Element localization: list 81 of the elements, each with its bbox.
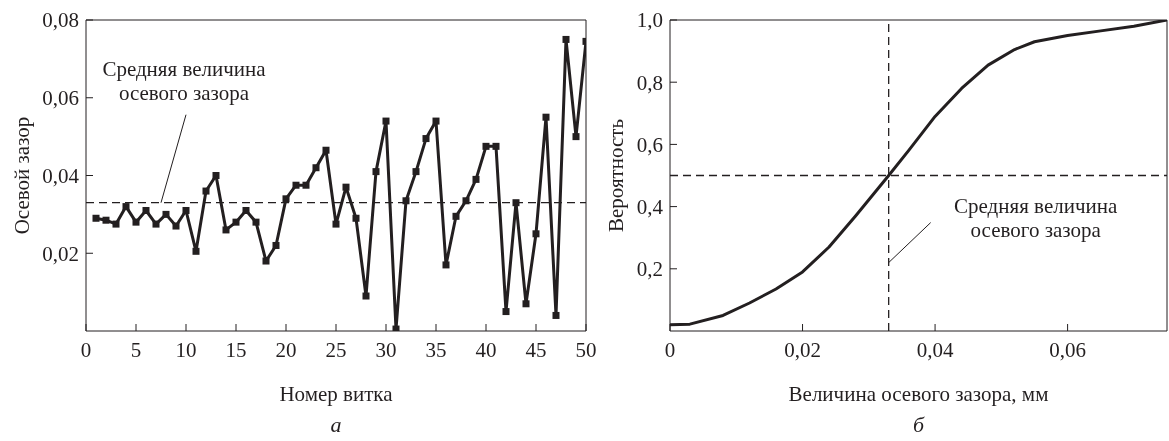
point — [272, 241, 280, 249]
x-tick-label: 20 — [275, 337, 297, 362]
point — [242, 206, 250, 214]
point — [212, 172, 220, 179]
point — [342, 183, 350, 191]
x-tick-label: 0,02 — [784, 337, 821, 362]
text: а — [330, 412, 342, 437]
point — [362, 292, 370, 300]
point — [222, 226, 230, 234]
point — [522, 300, 530, 308]
text: б — [912, 412, 925, 437]
point — [162, 210, 170, 218]
point — [312, 164, 320, 172]
x-axis-title: Величина осевого зазора, мм — [788, 382, 1049, 406]
point — [392, 325, 400, 331]
point — [292, 181, 300, 189]
point — [182, 206, 190, 214]
point — [192, 247, 200, 255]
point — [302, 181, 310, 189]
y-tick-label: 0,06 — [42, 86, 79, 111]
point — [532, 230, 540, 238]
point — [252, 218, 260, 226]
point — [572, 133, 580, 141]
y-tick-label: 0,8 — [636, 70, 663, 95]
x-tick-label: 50 — [575, 337, 597, 362]
annotation: Средняя величина осевого зазора — [954, 193, 1118, 242]
y-tick-label: 0,4 — [636, 195, 664, 220]
x-tick-label: 5 — [130, 337, 142, 362]
point — [382, 117, 390, 125]
x-tick-label: 35 — [425, 337, 447, 362]
x-tick-label: 0,06 — [1049, 337, 1086, 362]
x-tick-label: 45 — [525, 337, 547, 362]
y-tick-label: 1,0 — [636, 8, 663, 33]
point — [132, 218, 140, 226]
point — [202, 187, 210, 195]
y-axis-title: Осевой зазор — [10, 116, 34, 235]
y-tick-label: 0,2 — [636, 257, 663, 282]
point — [432, 117, 440, 125]
point — [542, 113, 550, 121]
point — [282, 195, 290, 203]
x-tick-label: 25 — [325, 337, 347, 362]
point — [102, 216, 110, 224]
point — [152, 220, 160, 228]
point — [472, 175, 480, 183]
x-tick-label: 15 — [225, 337, 247, 362]
x-tick-label: 0 — [664, 337, 676, 362]
point — [452, 212, 460, 220]
x-tick-label: 0,04 — [916, 337, 954, 362]
point — [442, 261, 450, 269]
y-axis-title: Вероятность — [604, 118, 628, 233]
point — [262, 257, 270, 265]
point — [322, 146, 330, 154]
annotation: Средняя величина осевого зазора — [102, 56, 267, 105]
point — [492, 142, 500, 150]
x-axis-title: Номер витка — [279, 382, 394, 406]
y-tick-label: 0,02 — [42, 241, 79, 266]
point — [372, 168, 380, 176]
point — [502, 308, 510, 316]
point — [122, 203, 130, 211]
point — [562, 35, 570, 43]
point — [462, 197, 470, 205]
point — [232, 218, 240, 226]
point — [402, 197, 410, 205]
y-tick-label: 0,6 — [636, 132, 663, 157]
y-tick-label: 0,08 — [42, 8, 79, 33]
x-tick-label: 0 — [80, 337, 92, 362]
y-tick-label: 0,04 — [42, 163, 80, 188]
point — [512, 199, 520, 207]
point — [352, 214, 360, 222]
x-tick-label: 40 — [475, 337, 497, 362]
point — [412, 168, 420, 176]
x-tick-label: 10 — [175, 337, 197, 362]
point — [482, 142, 490, 150]
point — [112, 220, 120, 228]
point — [552, 311, 560, 319]
point — [422, 135, 430, 143]
x-tick-label: 30 — [375, 337, 397, 362]
point — [142, 206, 150, 214]
point — [92, 214, 100, 222]
point — [172, 222, 180, 230]
point — [332, 220, 340, 228]
